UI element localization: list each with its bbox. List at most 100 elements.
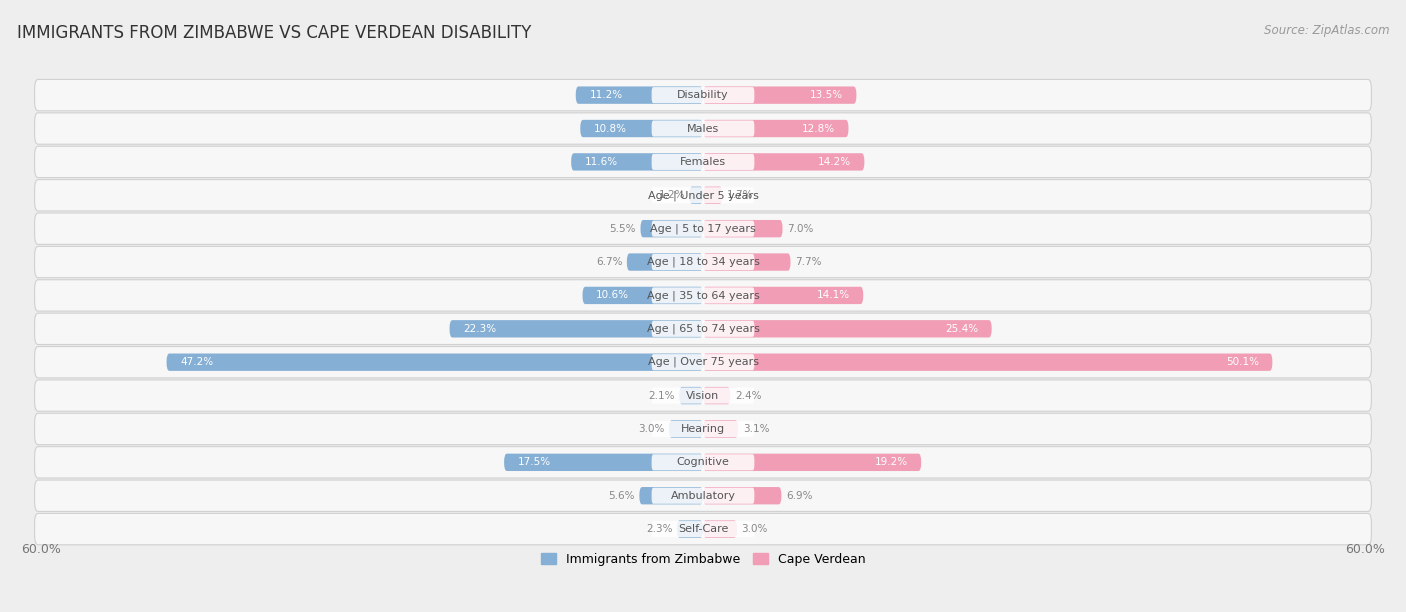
FancyBboxPatch shape <box>571 153 703 171</box>
FancyBboxPatch shape <box>689 187 703 204</box>
Text: 10.8%: 10.8% <box>593 124 627 133</box>
Text: 11.2%: 11.2% <box>589 90 623 100</box>
FancyBboxPatch shape <box>35 280 1371 311</box>
FancyBboxPatch shape <box>676 520 703 538</box>
Text: 3.0%: 3.0% <box>741 524 768 534</box>
Text: Vision: Vision <box>686 390 720 401</box>
FancyBboxPatch shape <box>35 413 1371 445</box>
Text: Age | 18 to 34 years: Age | 18 to 34 years <box>647 257 759 267</box>
Text: 2.3%: 2.3% <box>645 524 672 534</box>
FancyBboxPatch shape <box>703 253 790 271</box>
FancyBboxPatch shape <box>35 313 1371 345</box>
Text: Source: ZipAtlas.com: Source: ZipAtlas.com <box>1264 24 1389 37</box>
Text: Hearing: Hearing <box>681 424 725 434</box>
FancyBboxPatch shape <box>703 354 1272 371</box>
FancyBboxPatch shape <box>703 453 921 471</box>
Text: 47.2%: 47.2% <box>180 357 214 367</box>
FancyBboxPatch shape <box>35 80 1371 111</box>
Text: Age | Over 75 years: Age | Over 75 years <box>648 357 758 367</box>
FancyBboxPatch shape <box>627 253 703 271</box>
FancyBboxPatch shape <box>703 287 863 304</box>
Legend: Immigrants from Zimbabwe, Cape Verdean: Immigrants from Zimbabwe, Cape Verdean <box>536 548 870 571</box>
FancyBboxPatch shape <box>35 480 1371 512</box>
FancyBboxPatch shape <box>651 354 755 370</box>
Text: Age | 5 to 17 years: Age | 5 to 17 years <box>650 223 756 234</box>
FancyBboxPatch shape <box>582 287 703 304</box>
FancyBboxPatch shape <box>703 120 848 137</box>
Text: Cognitive: Cognitive <box>676 457 730 468</box>
FancyBboxPatch shape <box>651 387 755 404</box>
FancyBboxPatch shape <box>651 254 755 270</box>
Text: IMMIGRANTS FROM ZIMBABWE VS CAPE VERDEAN DISABILITY: IMMIGRANTS FROM ZIMBABWE VS CAPE VERDEAN… <box>17 24 531 42</box>
Text: 3.1%: 3.1% <box>742 424 769 434</box>
Text: 2.1%: 2.1% <box>648 390 675 401</box>
Text: Age | Under 5 years: Age | Under 5 years <box>648 190 758 201</box>
Text: 50.1%: 50.1% <box>1226 357 1258 367</box>
Text: 17.5%: 17.5% <box>517 457 551 468</box>
FancyBboxPatch shape <box>651 488 755 504</box>
FancyBboxPatch shape <box>450 320 703 337</box>
FancyBboxPatch shape <box>35 513 1371 545</box>
FancyBboxPatch shape <box>575 86 703 104</box>
FancyBboxPatch shape <box>703 220 783 237</box>
FancyBboxPatch shape <box>651 187 755 203</box>
FancyBboxPatch shape <box>703 520 737 538</box>
Text: 6.7%: 6.7% <box>596 257 623 267</box>
Text: Males: Males <box>688 124 718 133</box>
FancyBboxPatch shape <box>166 354 703 371</box>
FancyBboxPatch shape <box>35 380 1371 411</box>
FancyBboxPatch shape <box>35 179 1371 211</box>
FancyBboxPatch shape <box>640 487 703 504</box>
Text: 25.4%: 25.4% <box>945 324 979 334</box>
Text: Age | 65 to 74 years: Age | 65 to 74 years <box>647 324 759 334</box>
FancyBboxPatch shape <box>35 113 1371 144</box>
FancyBboxPatch shape <box>35 346 1371 378</box>
FancyBboxPatch shape <box>703 320 991 337</box>
Text: 60.0%: 60.0% <box>21 543 60 556</box>
Text: 1.7%: 1.7% <box>727 190 754 200</box>
FancyBboxPatch shape <box>703 187 723 204</box>
Text: 2.4%: 2.4% <box>735 390 761 401</box>
FancyBboxPatch shape <box>669 420 703 438</box>
Text: Females: Females <box>681 157 725 167</box>
Text: 22.3%: 22.3% <box>463 324 496 334</box>
Text: 7.7%: 7.7% <box>794 257 821 267</box>
FancyBboxPatch shape <box>651 288 755 304</box>
Text: 1.2%: 1.2% <box>658 190 685 200</box>
Text: 60.0%: 60.0% <box>1346 543 1385 556</box>
FancyBboxPatch shape <box>703 153 865 171</box>
FancyBboxPatch shape <box>651 521 755 537</box>
FancyBboxPatch shape <box>641 220 703 237</box>
Text: 3.0%: 3.0% <box>638 424 665 434</box>
FancyBboxPatch shape <box>35 146 1371 177</box>
FancyBboxPatch shape <box>703 420 738 438</box>
Text: Age | 35 to 64 years: Age | 35 to 64 years <box>647 290 759 300</box>
Text: 7.0%: 7.0% <box>787 223 814 234</box>
Text: 14.2%: 14.2% <box>818 157 851 167</box>
Text: 12.8%: 12.8% <box>801 124 835 133</box>
FancyBboxPatch shape <box>703 387 730 405</box>
Text: Self-Care: Self-Care <box>678 524 728 534</box>
FancyBboxPatch shape <box>505 453 703 471</box>
FancyBboxPatch shape <box>35 247 1371 278</box>
Text: 13.5%: 13.5% <box>810 90 842 100</box>
FancyBboxPatch shape <box>35 213 1371 244</box>
Text: 10.6%: 10.6% <box>596 291 628 300</box>
FancyBboxPatch shape <box>651 321 755 337</box>
Text: 14.1%: 14.1% <box>817 291 849 300</box>
FancyBboxPatch shape <box>651 454 755 471</box>
Text: 19.2%: 19.2% <box>875 457 908 468</box>
FancyBboxPatch shape <box>651 421 755 437</box>
Text: 6.9%: 6.9% <box>786 491 813 501</box>
Text: 5.6%: 5.6% <box>609 491 636 501</box>
Text: 11.6%: 11.6% <box>585 157 617 167</box>
FancyBboxPatch shape <box>703 86 856 104</box>
FancyBboxPatch shape <box>703 487 782 504</box>
Text: 5.5%: 5.5% <box>609 223 636 234</box>
Text: Ambulatory: Ambulatory <box>671 491 735 501</box>
FancyBboxPatch shape <box>651 121 755 136</box>
FancyBboxPatch shape <box>651 220 755 237</box>
FancyBboxPatch shape <box>651 87 755 103</box>
FancyBboxPatch shape <box>581 120 703 137</box>
Text: Disability: Disability <box>678 90 728 100</box>
